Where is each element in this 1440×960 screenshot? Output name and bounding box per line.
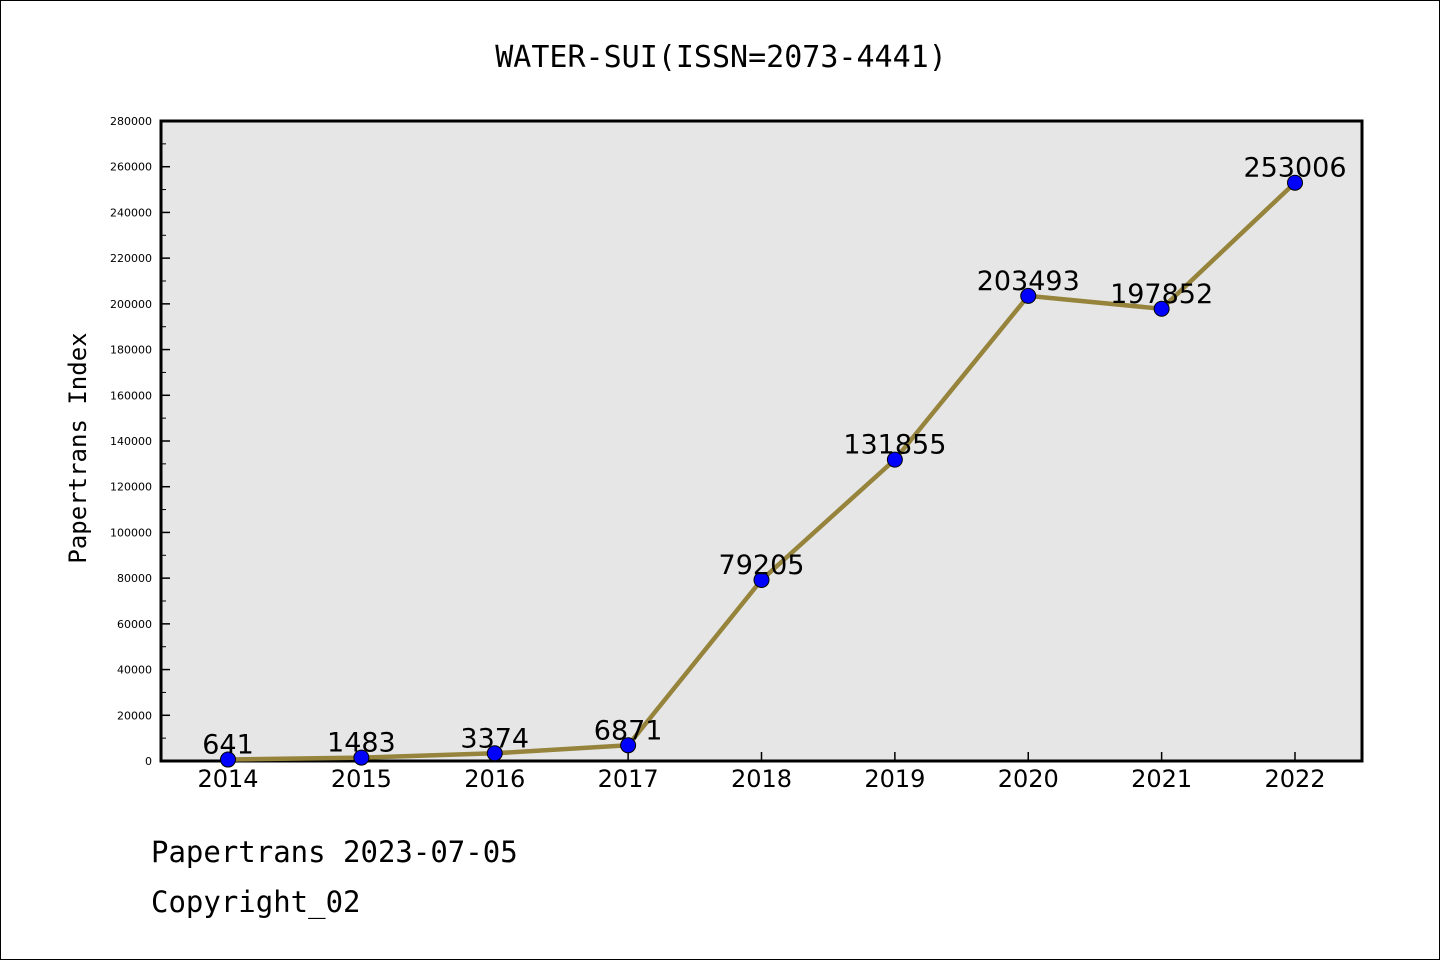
data-label: 131855 xyxy=(843,430,946,461)
chart-title: WATER-SUI(ISSN=2073-4441) xyxy=(495,40,947,75)
data-points xyxy=(220,174,1303,768)
y-tick-label: 220000 xyxy=(110,252,152,265)
x-axis: 2014 2015 2016 2017 2018 2019 2020 2021 2022 xyxy=(197,752,1326,793)
y-tick-label: 80000 xyxy=(117,572,152,585)
y-tick-label: 0 xyxy=(145,755,152,768)
data-point xyxy=(486,745,503,762)
data-label: 641 xyxy=(202,730,254,761)
x-tick-label: 2019 xyxy=(864,765,925,793)
data-label: 253006 xyxy=(1243,153,1346,184)
y-tick-label: 20000 xyxy=(117,709,152,722)
data-point xyxy=(753,571,770,588)
data-label: 79205 xyxy=(719,550,805,581)
x-tick-label: 2022 xyxy=(1264,765,1325,793)
data-label: 197852 xyxy=(1110,279,1213,310)
y-tick-label: 180000 xyxy=(110,344,152,357)
y-tick-label: 40000 xyxy=(117,664,152,677)
x-tick-label: 2017 xyxy=(598,765,659,793)
data-point xyxy=(1020,287,1037,304)
data-point xyxy=(620,737,637,754)
data-label: 6871 xyxy=(594,715,663,746)
footer-source: Papertrans 2023-07-05 xyxy=(151,835,518,869)
y-tick-label: 280000 xyxy=(110,115,152,128)
data-labels: 641 1483 3374 6871 79205 131855 203493 197852 25… xyxy=(202,153,1346,761)
data-point xyxy=(1153,300,1170,317)
y-tick-label: 260000 xyxy=(110,161,152,174)
y-tick-label: 160000 xyxy=(110,389,152,402)
data-point xyxy=(353,749,370,766)
y-axis-label: Papertrans Index xyxy=(64,332,92,563)
data-label: 3374 xyxy=(460,723,529,754)
x-tick-label: 2014 xyxy=(197,765,258,793)
x-tick-label: 2015 xyxy=(331,765,392,793)
y-tick-label: 100000 xyxy=(110,526,152,539)
data-label: 1483 xyxy=(327,728,396,759)
y-tick-label: 60000 xyxy=(117,618,152,631)
x-tick-label: 2016 xyxy=(464,765,525,793)
y-tick-label: 120000 xyxy=(110,481,152,494)
y-axis: 0 20000 40000 60000 80000 100000 120000 140000 1… xyxy=(110,115,170,768)
data-label: 203493 xyxy=(977,266,1080,297)
y-tick-label: 240000 xyxy=(110,206,152,219)
y-tick-label: 200000 xyxy=(110,298,152,311)
data-point xyxy=(1287,174,1303,191)
footer-copyright: Copyright_02 xyxy=(151,885,361,919)
data-point xyxy=(220,751,236,768)
x-tick-label: 2018 xyxy=(731,765,792,793)
x-tick-label: 2021 xyxy=(1131,765,1192,793)
data-point xyxy=(886,451,903,468)
x-tick-label: 2020 xyxy=(998,765,1059,793)
plot-area xyxy=(159,119,1364,763)
y-tick-label: 140000 xyxy=(110,435,152,448)
